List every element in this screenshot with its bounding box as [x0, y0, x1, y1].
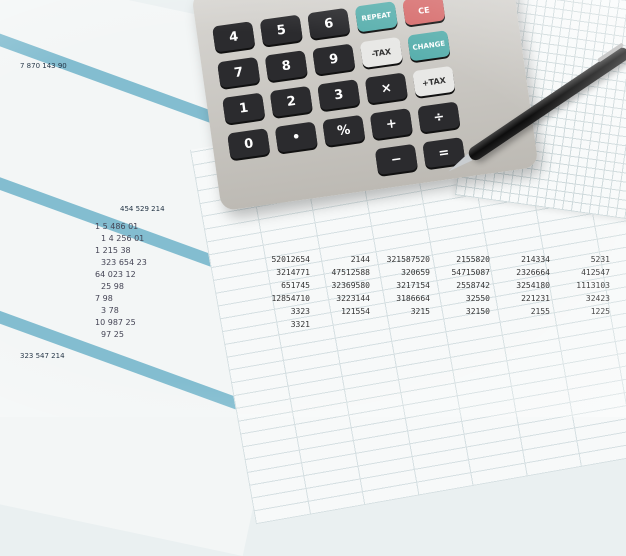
calculator-key[interactable]: 0 [227, 128, 271, 160]
calculator-key[interactable]: REPEAT [354, 1, 398, 33]
calculator-key[interactable]: 9 [312, 43, 356, 75]
sheet-number: 3223144 [336, 294, 370, 303]
calculator-key[interactable]: 2 [269, 85, 313, 118]
calculator-key[interactable]: CHANGE [407, 30, 451, 62]
sheet-number: 651745 [281, 281, 310, 290]
sheet-number: 3215 [410, 307, 430, 316]
number-grid: 52012654 2144 321587520 2155820 214334 5231 32… [250, 255, 610, 333]
sheet-number: 3217154 [396, 281, 430, 290]
sheet-number: 7 98 [95, 294, 113, 303]
calculator-key[interactable]: -TAX [359, 36, 403, 69]
calculator-key[interactable]: × [364, 72, 408, 104]
sheet-number: 3214771 [276, 268, 310, 277]
sheet-number: 47512588 [331, 268, 370, 277]
sheet-number: 3323 [290, 307, 310, 316]
sheet-number: 32150 [465, 307, 490, 316]
sheet-number: 1225 [590, 307, 610, 316]
sheet-number: 2326664 [516, 268, 550, 277]
sheet-number: 3321 [290, 320, 310, 329]
sheet-number: 1 4 256 01 [101, 234, 145, 243]
calculator-key[interactable]: 3 [317, 79, 361, 111]
strip-label: 7 870 143 90 [20, 62, 67, 70]
sheet-number: 10 987 25 [95, 318, 136, 327]
sheet-number: 3254180 [516, 281, 550, 290]
calculator-key[interactable]: 4 [212, 21, 256, 53]
sheet-number: 412547 [581, 268, 610, 277]
sheet-number: 5231 [590, 255, 610, 264]
strip-label: 323 547 214 [20, 352, 65, 360]
sheet-number: 1 215 38 [95, 246, 131, 255]
calculator-key[interactable]: 1 [222, 92, 266, 124]
sheet-number: 2155820 [456, 255, 490, 264]
sheet-number: 2558742 [456, 281, 490, 290]
sheet-number: 32423 [585, 294, 610, 303]
sheet-number: 12854710 [271, 294, 310, 303]
sheet-number: 2155 [530, 307, 550, 316]
sheet-number: 321587520 [386, 255, 430, 264]
calculator-key[interactable]: 8 [264, 50, 308, 82]
calculator-key[interactable]: 5 [259, 14, 303, 46]
sheet-number: 320659 [401, 268, 430, 277]
calculator-key[interactable]: ÷ [417, 101, 461, 133]
calculator-key[interactable]: − [374, 143, 418, 176]
strip-label: 454 529 214 [120, 205, 165, 213]
sheet-number: 54715087 [451, 268, 490, 277]
sheet-number: 2144 [350, 255, 370, 264]
sheet-number: 3186664 [396, 294, 430, 303]
calculator-key[interactable]: + [369, 108, 413, 140]
sheet-number: 1 5 486 01 [95, 222, 139, 231]
sheet-number: 121554 [341, 307, 370, 316]
sheet-number: 323 654 23 [101, 258, 147, 267]
calculator-key[interactable]: % [322, 114, 366, 147]
sheet-number: 1113103 [576, 281, 610, 290]
calculator-key[interactable]: +TAX [412, 65, 456, 98]
sheet-number: 25 98 [101, 282, 124, 291]
calculator-key[interactable]: 6 [307, 7, 351, 40]
sheet-number: 97 25 [101, 330, 124, 339]
sheet-number: 32369580 [331, 281, 370, 290]
calculator-key[interactable]: CE [402, 0, 446, 26]
sheet-number: 32550 [465, 294, 490, 303]
sheet-number: 52012654 [271, 255, 310, 264]
sheet-number: 3 78 [101, 306, 119, 315]
sheet-number: 221231 [521, 294, 550, 303]
sheet-number: 64 023 12 [95, 270, 136, 279]
calculator-key[interactable]: • [274, 121, 318, 153]
calculator-keypad: 4 5 6 REPEAT CE 7 8 9 -TAX CHANGE 1 2 3 × +TAX 0 •% + ÷ − = [212, 0, 513, 195]
sheet-number: 214334 [521, 255, 550, 264]
calculator-key[interactable]: 7 [217, 56, 261, 89]
